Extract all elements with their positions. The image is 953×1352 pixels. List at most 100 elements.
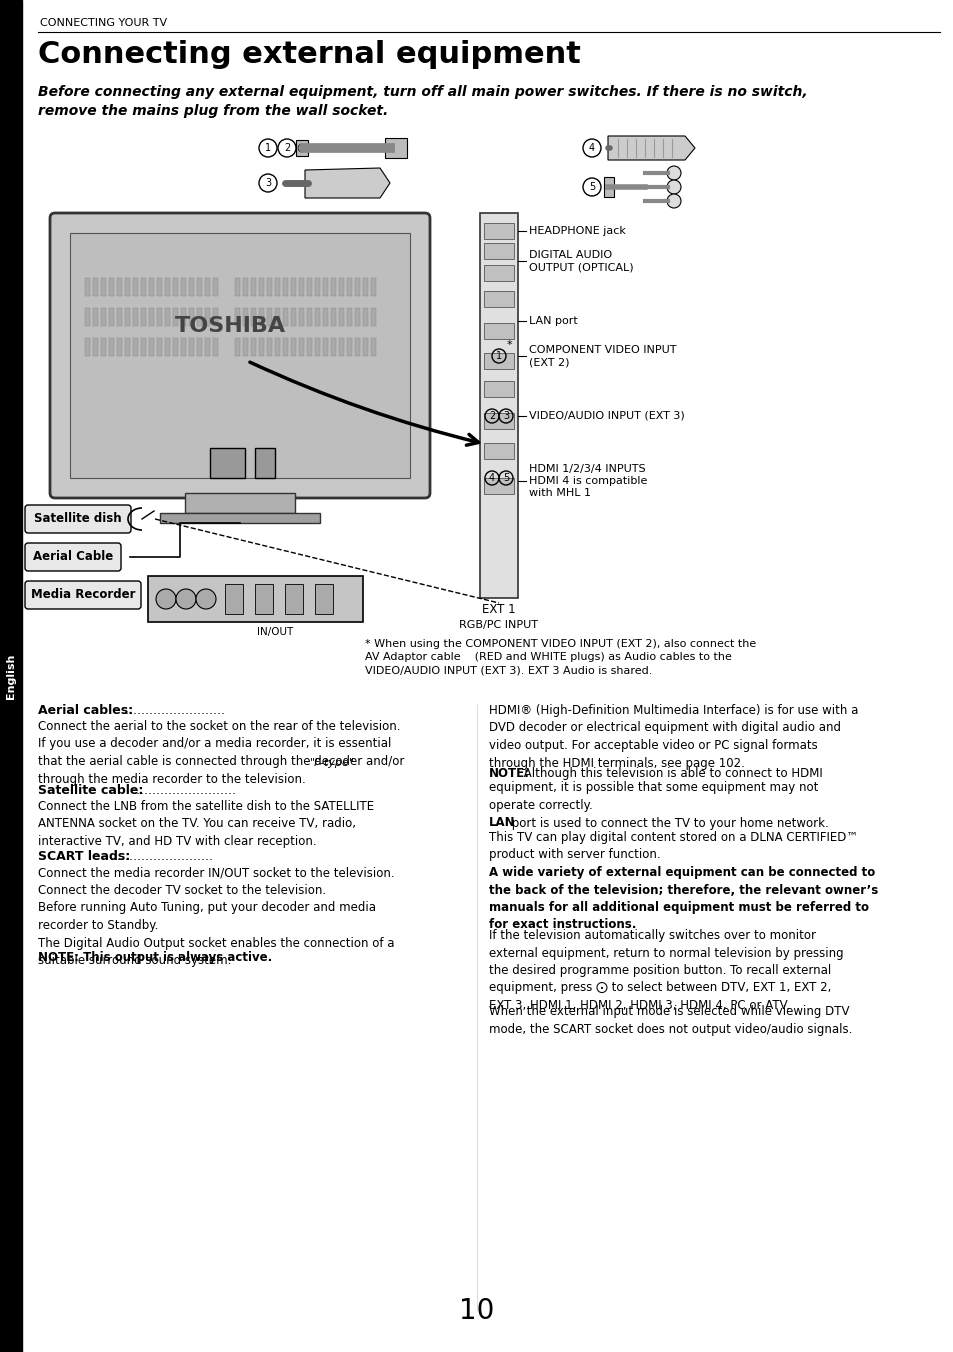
Bar — [234, 279, 240, 296]
Text: NOTE: This output is always active.: NOTE: This output is always active. — [38, 952, 272, 964]
Bar — [196, 279, 202, 296]
Bar — [225, 584, 243, 614]
Text: ..........................: .......................... — [132, 784, 236, 796]
Bar — [291, 279, 295, 296]
Bar — [141, 308, 146, 326]
Bar — [149, 279, 153, 296]
Bar — [141, 279, 146, 296]
Text: Connecting external equipment: Connecting external equipment — [38, 41, 580, 69]
Bar — [125, 279, 130, 296]
Text: 3: 3 — [502, 411, 509, 420]
Bar — [371, 338, 375, 356]
Bar — [254, 448, 274, 479]
Bar — [243, 279, 248, 296]
Bar — [196, 308, 202, 326]
Bar — [323, 279, 328, 296]
Text: port is used to connect the TV to your home network.: port is used to connect the TV to your h… — [507, 817, 827, 830]
Bar — [483, 223, 514, 239]
Text: Media Recorder: Media Recorder — [30, 588, 135, 602]
Bar — [205, 308, 210, 326]
Circle shape — [666, 166, 680, 180]
Bar — [85, 338, 90, 356]
Bar — [298, 308, 304, 326]
Bar — [109, 279, 113, 296]
Text: 4: 4 — [588, 143, 595, 153]
Text: HDMI® (High-Definition Multimedia Interface) is for use with a
DVD decoder or el: HDMI® (High-Definition Multimedia Interf… — [489, 704, 858, 769]
Bar — [251, 308, 255, 326]
Text: Aerial cables:: Aerial cables: — [38, 704, 133, 717]
Bar — [355, 338, 359, 356]
Bar — [141, 338, 146, 356]
Bar — [205, 338, 210, 356]
Bar — [307, 308, 312, 326]
Text: ..........................: .......................... — [121, 704, 225, 717]
Bar — [285, 584, 303, 614]
Text: Connect the LNB from the satellite dish to the SATELLITE
ANTENNA socket on the T: Connect the LNB from the satellite dish … — [38, 800, 374, 848]
Bar — [165, 279, 170, 296]
Bar — [85, 279, 90, 296]
Bar — [274, 308, 280, 326]
Bar — [483, 479, 514, 493]
Bar — [314, 338, 319, 356]
Text: 4: 4 — [489, 473, 495, 483]
Bar — [371, 308, 375, 326]
Text: LAN: LAN — [489, 817, 515, 830]
Text: COMPONENT VIDEO INPUT
(EXT 2): COMPONENT VIDEO INPUT (EXT 2) — [529, 345, 676, 368]
Bar — [148, 576, 363, 622]
Bar — [323, 308, 328, 326]
Bar — [347, 308, 352, 326]
Bar — [157, 338, 162, 356]
Bar — [483, 412, 514, 429]
Bar — [307, 279, 312, 296]
Circle shape — [175, 589, 195, 608]
Text: 10: 10 — [458, 1297, 495, 1325]
Text: Before connecting any external equipment, turn off all main power switches. If t: Before connecting any external equipment… — [38, 85, 807, 119]
Bar — [125, 338, 130, 356]
Text: VIDEO/AUDIO INPUT (EXT 3): VIDEO/AUDIO INPUT (EXT 3) — [529, 411, 684, 420]
Bar — [314, 584, 333, 614]
Bar — [283, 279, 288, 296]
Bar — [355, 308, 359, 326]
Text: 5: 5 — [588, 183, 595, 192]
Bar — [109, 308, 113, 326]
Text: "F-type": "F-type" — [310, 758, 355, 768]
Text: IN/OUT: IN/OUT — [257, 627, 294, 637]
Bar — [117, 338, 122, 356]
Bar — [132, 279, 138, 296]
Bar — [363, 338, 368, 356]
Text: Aerial Cable: Aerial Cable — [32, 550, 113, 564]
Bar — [258, 308, 264, 326]
Bar — [213, 338, 218, 356]
Bar — [314, 279, 319, 296]
Bar — [117, 279, 122, 296]
Bar — [125, 308, 130, 326]
Text: Satellite dish: Satellite dish — [34, 512, 122, 526]
Bar — [331, 338, 335, 356]
Text: This TV can play digital content stored on a DLNA CERTIFIED™
product with server: This TV can play digital content stored … — [489, 830, 858, 861]
Bar — [172, 308, 178, 326]
Bar — [70, 233, 410, 479]
Bar — [371, 279, 375, 296]
Bar — [483, 381, 514, 397]
Bar — [149, 308, 153, 326]
Bar — [338, 308, 344, 326]
Text: 2: 2 — [284, 143, 290, 153]
Circle shape — [195, 589, 215, 608]
Bar — [234, 338, 240, 356]
Bar — [363, 279, 368, 296]
Bar — [85, 308, 90, 326]
Bar — [307, 338, 312, 356]
Bar — [291, 308, 295, 326]
Bar — [331, 279, 335, 296]
Bar — [101, 279, 106, 296]
Bar — [251, 338, 255, 356]
Text: * When using the COMPONENT VIDEO INPUT (EXT 2), also connect the
AV Adaptor cabl: * When using the COMPONENT VIDEO INPUT (… — [365, 639, 756, 676]
Bar — [243, 338, 248, 356]
Bar — [291, 338, 295, 356]
Bar — [254, 584, 273, 614]
Text: SCART leads:: SCART leads: — [38, 850, 131, 864]
Bar — [274, 279, 280, 296]
Bar — [483, 291, 514, 307]
Circle shape — [666, 180, 680, 193]
Text: When the external input mode is selected while viewing DTV
mode, the SCART socke: When the external input mode is selected… — [489, 1006, 851, 1036]
